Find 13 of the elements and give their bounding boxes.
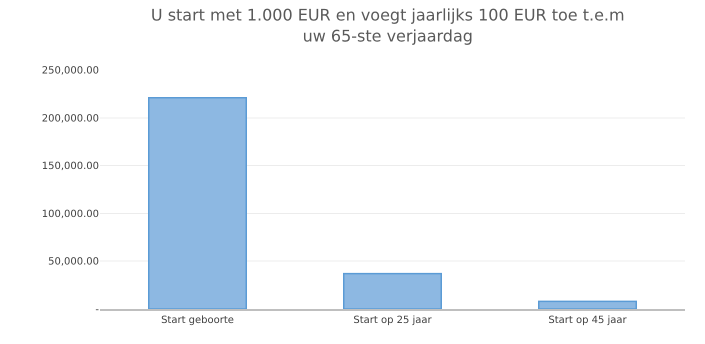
y-tick-label: 150,000.00: [42, 161, 99, 172]
chart-title: U start met 1.000 EUR en voegt jaarlijks 100 EUR toe t.e.m uw 65-ste verjaardag: [150, 6, 625, 46]
bar: [343, 272, 442, 309]
bar: [538, 300, 637, 309]
y-tick-label: 250,000.00: [42, 66, 99, 76]
y-tick-label: 50,000.00: [48, 256, 99, 268]
y-tick-label: -: [95, 304, 100, 316]
x-tick-label: Start op 25 jaar: [353, 314, 433, 326]
y-tick-label: 200,000.00: [42, 113, 99, 124]
x-tick-label: Start geboorte: [161, 314, 234, 326]
bar: [148, 96, 247, 309]
y-tick-label: 100,000.00: [42, 208, 99, 220]
x-tick-label: Start op 45 jaar: [548, 314, 628, 326]
